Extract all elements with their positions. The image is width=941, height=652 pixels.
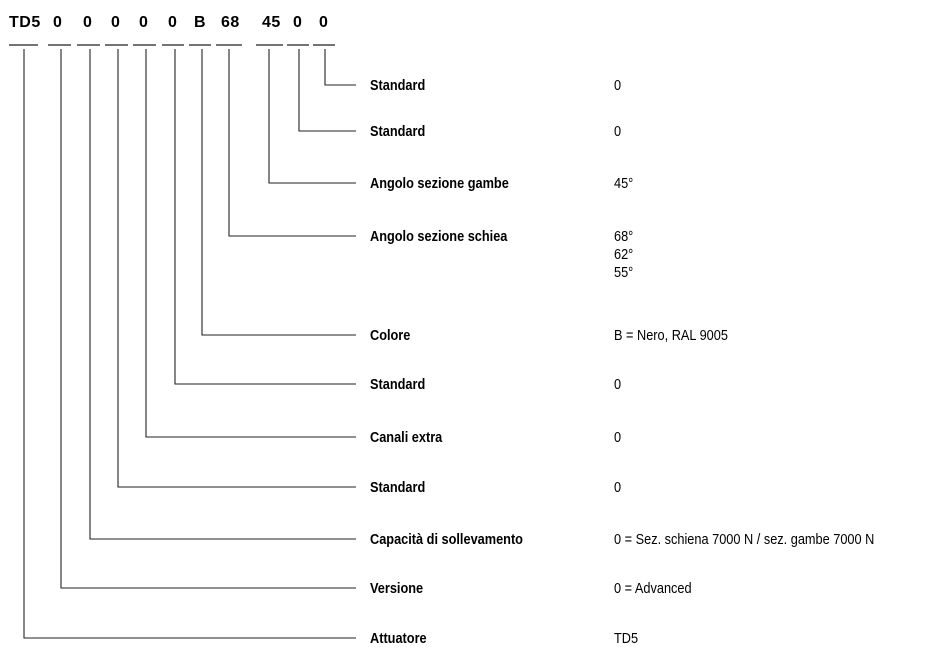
field-label: Versione <box>370 580 424 596</box>
connector-line <box>117 49 356 488</box>
field-value: TD5 <box>614 630 638 646</box>
field-label: Standard <box>370 77 425 93</box>
code-segment: 0 <box>111 14 120 31</box>
field-label: Standard <box>370 376 425 392</box>
field-label: Canali extra <box>370 429 443 445</box>
field-value: 0 = Advanced <box>614 580 692 596</box>
code-segment: TD5 <box>9 14 41 31</box>
field-value: 62° <box>614 246 633 262</box>
field-labels: Standard Standard Angolo sezione gambe Ango… <box>370 77 523 646</box>
field-value: 0 <box>614 123 621 139</box>
field-label: Colore <box>370 327 411 343</box>
code-segment: 0 <box>53 14 62 31</box>
field-value: B = Nero, RAL 9005 <box>614 327 728 343</box>
connector-line <box>201 49 356 336</box>
field-value: 0 <box>614 429 621 445</box>
field-value: 0 <box>614 376 621 392</box>
code-segment: 0 <box>293 14 302 31</box>
code-segment: 0 <box>319 14 328 31</box>
code-segment: 45 <box>262 14 281 31</box>
field-value: 0 <box>614 479 621 495</box>
field-label: Standard <box>370 123 425 139</box>
code-segment: 68 <box>221 14 240 31</box>
connector-line <box>89 49 356 540</box>
field-label: Attuatore <box>370 630 427 646</box>
connector-line <box>174 49 356 385</box>
connector-line <box>23 49 356 639</box>
connector-line <box>228 49 356 237</box>
code-segment: 0 <box>83 14 92 31</box>
field-value: 55° <box>614 264 633 280</box>
code-segment: B <box>194 14 206 31</box>
code-segment: 0 <box>168 14 177 31</box>
connector-line <box>324 49 356 86</box>
field-label: Capacità di sollevamento <box>370 531 523 547</box>
field-values: 0 0 45° 68° 62° 55° B = Nero, RAL 9005 0 0 0 0 = S… <box>614 77 874 646</box>
connector-line <box>298 49 356 132</box>
connector-lines <box>23 49 356 639</box>
field-value: 45° <box>614 175 633 191</box>
field-label: Standard <box>370 479 425 495</box>
field-value: 68° <box>614 228 633 244</box>
field-value: 0 <box>614 77 621 93</box>
field-label: Angolo sezione gambe <box>370 175 509 191</box>
connector-line <box>268 49 356 184</box>
connector-line <box>60 49 356 589</box>
field-value: 0 = Sez. schiena 7000 N / sez. gambe 700… <box>614 531 874 547</box>
connector-line <box>145 49 356 438</box>
type-code: TD5 0 0 0 0 0 B 68 45 0 0 <box>9 14 335 46</box>
code-segment: 0 <box>139 14 148 31</box>
field-label: Angolo sezione schiea <box>370 228 508 244</box>
